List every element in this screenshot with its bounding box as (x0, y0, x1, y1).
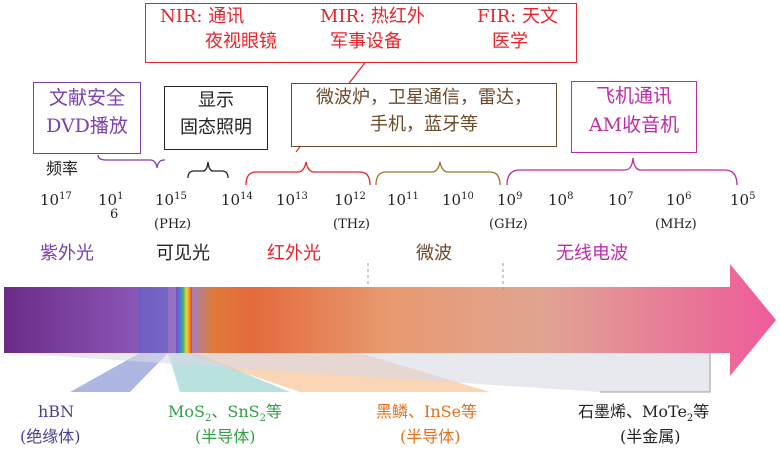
band-radio: 无线电波 (556, 243, 628, 264)
unit-phz: (PHz) (154, 217, 192, 232)
visible-app-line1: 显示 (198, 90, 234, 111)
frequency-axis-label: 频率 (46, 159, 79, 178)
microwave-application-box (291, 83, 557, 147)
microwave-app-line2: 手机，蓝牙等 (370, 114, 478, 135)
ir-application-box (145, 3, 577, 63)
tick-1e11: 1011 (387, 191, 419, 209)
tick-1e8: 108 (548, 191, 574, 209)
unit-thz: (THz) (333, 217, 371, 232)
radio-application-box (571, 81, 697, 153)
tick-1e14: 1014 (221, 191, 253, 209)
graphene-name: 石墨烯、MoTe2等 (578, 402, 710, 425)
hbn-name: hBN (38, 402, 75, 421)
band-microwave: 微波 (416, 243, 452, 264)
tick-1e16: 101 (98, 191, 124, 209)
microwave-app-line1: 微波炉，卫星通信，雷达， (316, 87, 532, 108)
unit-ghz: (GHz) (489, 217, 528, 232)
visible-application-box (164, 86, 268, 150)
spectrum-arrow (4, 264, 776, 376)
visible-bracket (187, 161, 229, 179)
tick-1e10: 1010 (442, 191, 474, 209)
uv-application-box (33, 82, 141, 154)
mir-title: MIR: 热红外 (320, 6, 425, 27)
graphene-range-outline (600, 353, 711, 393)
radio-bracket (506, 157, 738, 186)
fir-title: FIR: 天文 (477, 6, 558, 27)
tick-1e5: 105 (730, 191, 756, 209)
nir-sub: 夜视眼镜 (205, 31, 277, 52)
bp-name: 黑鳞、InSe等 (376, 402, 478, 421)
hbn-region (138, 287, 168, 353)
mos2-type: (半导体) (195, 427, 256, 446)
ir-bracket (245, 161, 371, 186)
radio-app-line1: 飞机通讯 (595, 85, 672, 107)
visible-strip (176, 287, 192, 353)
uv-app-line2: DVD播放 (46, 115, 128, 137)
band-visible: 可见光 (156, 243, 210, 264)
visible-app-line2: 固态照明 (180, 117, 252, 138)
tick-1e13: 1013 (276, 191, 308, 209)
nir-title: NIR: 通讯 (160, 6, 245, 27)
mir-sub: 军事设备 (330, 31, 402, 52)
uv-app-line1: 文献安全 (48, 87, 125, 109)
tick-1e17: 1017 (40, 191, 72, 209)
tick-1e15: 1015 (155, 191, 187, 209)
bp-type: (半导体) (400, 427, 461, 446)
graphene-range (10, 353, 710, 392)
tick-1e12: 1012 (334, 191, 366, 209)
tick-1e9: 109 (497, 191, 523, 209)
graphene-type: (半金属) (620, 427, 681, 446)
tick-1e16-note: 6 (110, 207, 119, 222)
band-ir: 红外光 (267, 243, 321, 264)
mos2-name: MoS2、SnS2等 (168, 402, 282, 425)
radio-app-line2: AM收音机 (588, 114, 680, 136)
tick-1e7: 107 (608, 191, 634, 209)
band-uv: 紫外光 (40, 243, 94, 264)
hbn-range (70, 353, 168, 392)
tick-1e6: 106 (666, 191, 692, 209)
unit-mhz: (MHz) (655, 217, 697, 232)
uv-bracket (97, 154, 165, 169)
microwave-bracket (375, 161, 501, 186)
fir-sub: 医学 (492, 31, 528, 52)
hbn-type: (绝缘体) (20, 427, 81, 446)
